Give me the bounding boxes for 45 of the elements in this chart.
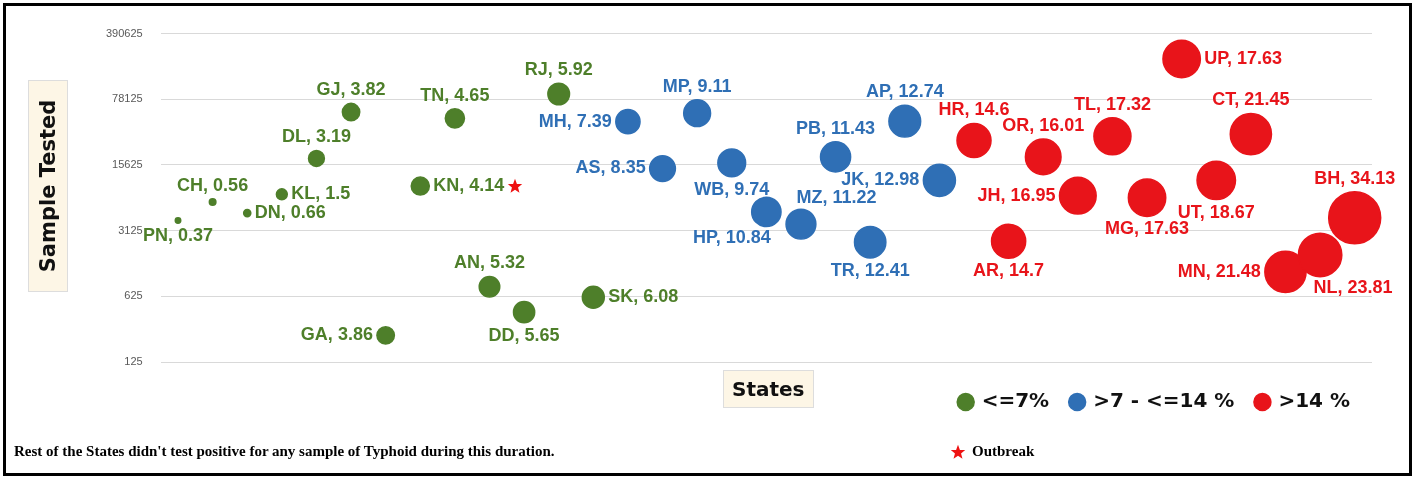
y-tick-label: 625 — [124, 289, 143, 302]
annotation: CH, 0.56 — [177, 174, 249, 195]
annotation: OR, 16.01 — [1002, 115, 1085, 136]
annotation: MN, 21.48 — [1177, 260, 1261, 281]
annotation: BH, 34.13 — [1314, 167, 1396, 188]
annotation: RJ, 5.92 — [524, 59, 593, 80]
annotation: SK, 6.08 — [608, 286, 679, 307]
annotation: GA, 3.86 — [300, 324, 373, 345]
annotation: MH, 7.39 — [538, 110, 612, 131]
annotation: AN, 5.32 — [453, 252, 526, 273]
annotation: TR, 12.41 — [830, 259, 910, 280]
annotation: NL, 23.81 — [1313, 276, 1393, 297]
text: Outbreak — [972, 443, 1035, 460]
annotation: CT, 21.45 — [1212, 89, 1290, 110]
legend-label: <=7% — [981, 388, 1050, 413]
annotation: DD, 5.65 — [488, 324, 560, 345]
annotation: AS, 8.35 — [575, 157, 646, 178]
annotation: KL, 1.5 — [291, 183, 351, 204]
annotation: WB, 9.74 — [694, 178, 770, 199]
annotation: MZ, 11.22 — [796, 187, 877, 208]
annotation: TL, 17.32 — [1073, 93, 1151, 114]
y-tick-label: 78125 — [112, 92, 143, 105]
annotation: PB, 11.43 — [796, 117, 876, 138]
y-tick-label: 3125 — [118, 223, 143, 236]
annotation: DL, 3.19 — [281, 126, 351, 147]
x-axis-title: States — [723, 370, 814, 408]
legend-label: >14 % — [1278, 388, 1350, 413]
annotation: TN, 4.65 — [420, 84, 490, 105]
annotation: AP, 12.74 — [865, 81, 944, 102]
annotation: DN, 0.66 — [254, 202, 326, 223]
annotation: KN, 4.14 — [433, 175, 505, 196]
y-tick-label: 390625 — [105, 26, 143, 39]
y-axis-title: Sample Tested — [36, 99, 60, 273]
y-tick-label: 15625 — [112, 157, 143, 170]
annotation: JH, 16.95 — [977, 184, 1056, 205]
annotation: JK, 12.98 — [841, 169, 920, 190]
annotation: GJ, 3.82 — [316, 79, 386, 100]
annotation: MP, 9.11 — [662, 75, 732, 96]
annotation: HP, 10.84 — [693, 226, 771, 247]
annotation: PN, 0.37 — [142, 225, 214, 246]
legend-label: >7 - <=14 % — [1093, 388, 1235, 413]
annotation: UP, 17.63 — [1204, 48, 1283, 68]
y-tick-label: 125 — [124, 355, 143, 368]
text: Rest of the States didn't test positive for any sample of Typhoid during this duration. — [14, 443, 555, 460]
annotation: AR, 14.7 — [973, 260, 1045, 281]
